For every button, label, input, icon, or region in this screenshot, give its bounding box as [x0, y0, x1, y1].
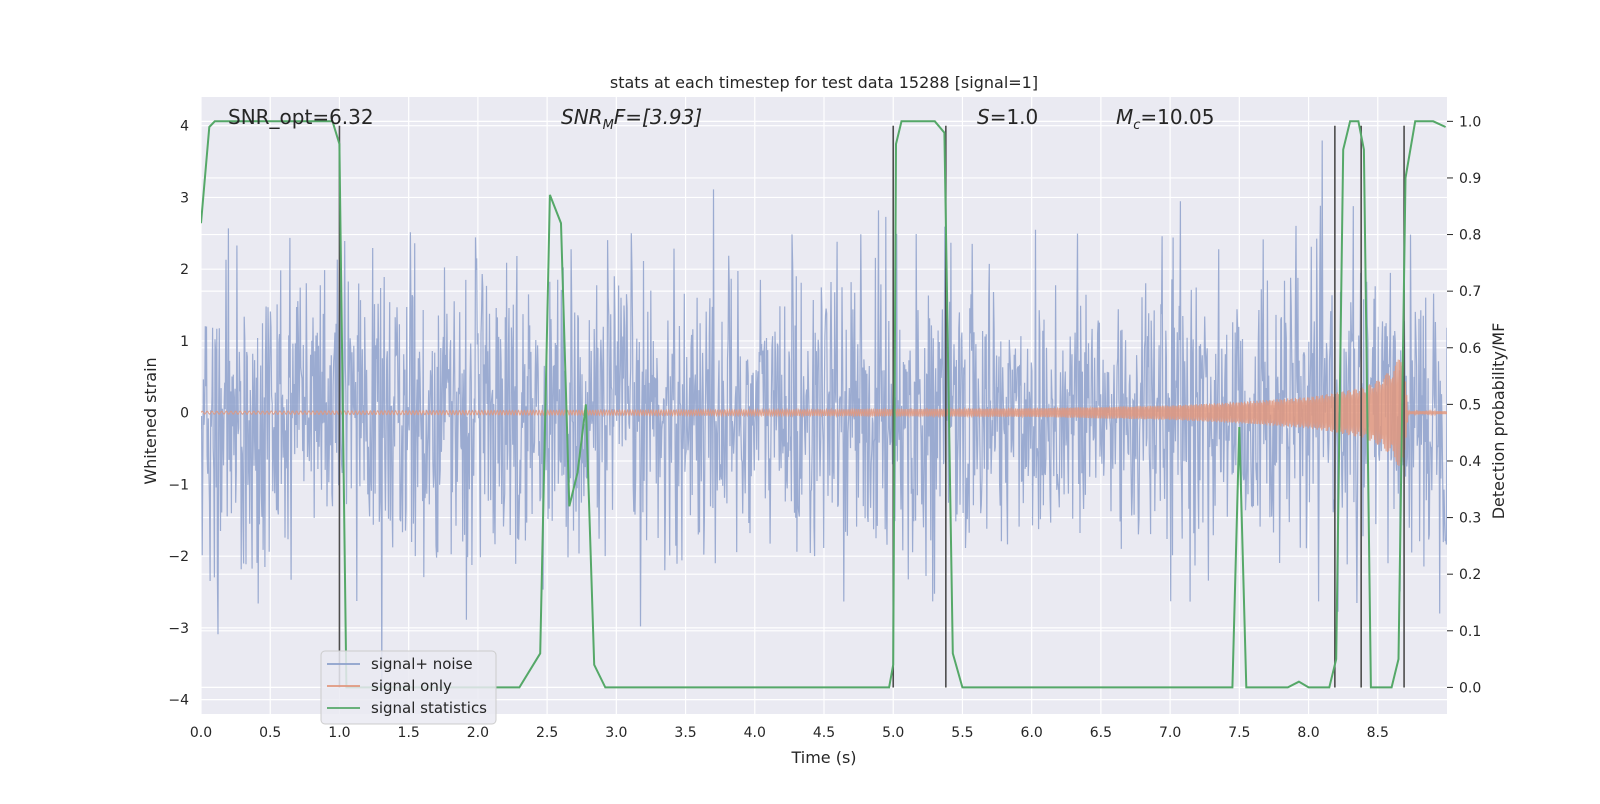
legend: signal+ noise signal only signal statist…	[320, 650, 497, 725]
x-tick-label: 1.0	[328, 725, 350, 741]
y2-tick-label: 0.1	[1459, 624, 1481, 640]
x-tick-label: 2.0	[467, 725, 489, 741]
x-tick-label: 7.0	[1159, 725, 1181, 741]
x-axis-ticks: 0.0 0.5 1.0 1.5 2.0 2.5 3.0 3.5 4.0 4.5 5.0 5.5 6.0 6…	[190, 725, 1389, 741]
y-tick-label: −1	[168, 477, 189, 493]
x-tick-label: 2.5	[536, 725, 558, 741]
x-tick-label: 0.0	[190, 725, 212, 741]
y2-tick-label: 0.2	[1459, 567, 1481, 583]
x-tick-label: 6.5	[1090, 725, 1112, 741]
y-tick-label: 1	[180, 334, 189, 350]
legend-label-statistics: signal statistics	[371, 699, 487, 717]
y-axis-ticks: 4 3 2 1 0 −1 −2 −3 −4	[168, 119, 189, 709]
chart-title: stats at each timestep for test data 152…	[610, 73, 1038, 92]
x-axis-label: Time (s)	[790, 748, 856, 767]
annotation-s: S=1.0	[977, 105, 1038, 129]
y2-tick-label: 0.6	[1459, 341, 1481, 357]
legend-box	[320, 650, 497, 725]
x-tick-label: 0.5	[259, 725, 281, 741]
annotation-s-rest: =1.0	[990, 105, 1039, 129]
annotation-mc: Mc=10.05	[1116, 105, 1214, 133]
y-tick-label: 0	[180, 406, 189, 422]
y2-tick-label: 0.5	[1459, 397, 1481, 413]
annotation-snr-mf-rest: F=[3.93]	[614, 105, 702, 129]
x-tick-label: 6.0	[1021, 725, 1043, 741]
x-tick-label: 5.0	[882, 725, 904, 741]
annotation-mc-rest: =10.05	[1140, 105, 1214, 129]
annotation-snr-opt: SNR_opt=6.32	[228, 105, 374, 129]
y2-tick-label: 0.4	[1459, 454, 1481, 470]
x-tick-label: 1.5	[398, 725, 420, 741]
y2-tick-label: 0.0	[1459, 680, 1481, 696]
y-axis-label: Whitened strain	[141, 357, 160, 484]
annotation-mc-main: M	[1116, 105, 1133, 129]
annotation-snr-mf-main: SNR	[561, 105, 603, 129]
x-tick-label: 4.0	[744, 725, 766, 741]
annotation-snr-mf: SNRMF=[3.93]	[561, 105, 702, 133]
y-tick-label: −3	[168, 621, 189, 637]
annotation-mc-sub: c	[1133, 118, 1140, 133]
x-tick-label: 3.0	[605, 725, 627, 741]
y-tick-label: 2	[180, 262, 189, 278]
y2-axis-ticks: 1.0 0.9 0.8 0.7 0.6 0.5 0.4 0.3 0.2 0.1 0.0	[1447, 114, 1481, 696]
y-tick-label: 4	[180, 119, 189, 135]
signal-statistics-series	[201, 120, 1447, 689]
y2-tick-label: 0.3	[1459, 511, 1481, 527]
y2-tick-label: 1.0	[1459, 114, 1481, 130]
y-tick-label: −4	[168, 693, 189, 709]
annotation-s-main: S	[977, 105, 990, 129]
x-tick-label: 7.5	[1228, 725, 1250, 741]
x-tick-label: 8.5	[1367, 725, 1389, 741]
y2-tick-label: 0.7	[1459, 284, 1481, 300]
signal-only-series	[201, 359, 1447, 466]
annotation-snr-mf-sub: M	[603, 118, 614, 133]
y2-tick-label: 0.9	[1459, 171, 1481, 187]
legend-label-signal: signal only	[371, 677, 452, 695]
x-tick-label: 3.5	[674, 725, 696, 741]
y-tick-label: 3	[180, 190, 189, 206]
y-tick-label: −2	[168, 549, 189, 565]
x-tick-label: 5.5	[951, 725, 973, 741]
y2-axis-label: Detection probability/MF	[1489, 323, 1508, 520]
legend-label-noise: signal+ noise	[371, 655, 473, 673]
x-tick-label: 8.0	[1297, 725, 1319, 741]
x-tick-label: 4.5	[813, 725, 835, 741]
y2-tick-label: 0.8	[1459, 228, 1481, 244]
